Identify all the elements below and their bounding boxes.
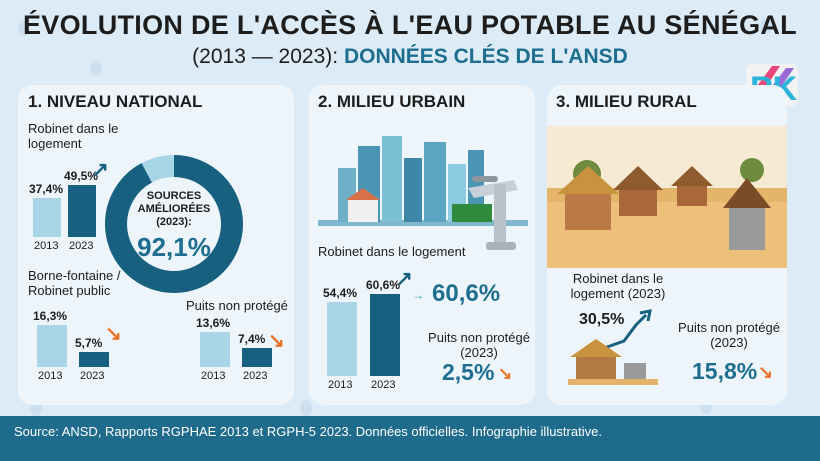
village-illustration [547,126,787,268]
donut-arc [105,155,243,293]
bar-year-label: 2023 [80,370,105,382]
rural-puits-label: Puits non protégé (2023) [678,320,780,350]
water-drop-decoration [760,18,772,34]
subtitle: (2013 — 2023): DONNÉES CLÉS DE L'ANSD [0,45,820,69]
city-illustration [318,136,528,250]
puits-label: Puits non protégé [186,298,288,313]
borne-label: Borne-fontaine / Robinet public [28,268,121,298]
main-title: ÉVOLUTION DE L'ACCÈS À L'EAU POTABLE AU … [23,10,797,40]
trend-up-arrow-icon: ↗ [396,267,413,290]
bar-year-label: 2023 [69,240,94,252]
panel-rural-title: 3. MILIEU RURAL [556,92,697,111]
bar-year-label: 2023 [243,370,268,382]
down-arrow-icon: ↘ [758,362,774,382]
donut-line2: AMÉLIORÉES [137,203,211,215]
bar-3-2023 [242,347,272,367]
bar-value-label: 5,7% [75,336,103,351]
bar-year-label: 2013 [34,240,59,252]
bar-value-label: 16,3% [33,308,68,323]
bar-4-2013 [327,302,357,376]
bar-value-label: 49,5% [64,169,99,184]
panel-urbain-title: 2. MILIEU URBAIN [318,92,466,111]
bar-value-label: 37,4% [29,181,64,196]
urbain-robinet-big: 60,6% [432,280,501,307]
rural-robinet-value: 30,5% [579,311,625,328]
donut-line1: SOURCES [146,190,202,202]
trend-down-arrow-icon: ↘ [105,322,122,345]
rural-puits-value: 15,8% [692,358,758,384]
urbain-robinet-label: Robinet dans le logement [318,244,466,259]
bar-year-label: 2013 [201,370,226,382]
bar-1-2023 [68,185,96,237]
bar-4-2023 [370,293,400,376]
rural-robinet-label: Robinet dans le logement (2023) [570,271,666,301]
subtitle-years: (2013 — 2023): [192,45,339,68]
donut-caption: SOURCES AMÉLIORÉES (2023): [124,190,224,229]
donut-chart [105,155,243,293]
panel-national-title: 1. NIVEAU NATIONAL [28,92,203,111]
rural-hut-illustration [568,309,658,385]
down-arrow-icon: ↘ [498,364,513,383]
water-drop-decoration [90,60,102,76]
robinet-label: Robinet dans le logement [28,121,119,151]
bar-value-label: 13,6% [196,315,231,330]
trend-down-arrow-icon: ↘ [268,329,285,352]
donut-line3: (2023): [156,216,192,228]
bar-3-2013 [200,331,230,367]
bar-value-label: 60,6% [366,277,401,292]
bar-2-2013 [37,324,67,367]
bar-year-label: 2023 [371,379,396,391]
donut-value: 92,1% [137,232,211,262]
footer: Source: ANSD, Rapports RGPHAE 2013 et RG… [0,416,820,461]
bar-2-2023 [79,352,109,367]
bar-year-label: 2013 [328,379,353,391]
bar-year-label: 2013 [38,370,63,382]
bar-value-label: 7,4% [238,331,266,346]
trend-up-arrow-icon: ↗ [92,159,109,182]
subtitle-source: DONNÉES CLÉS DE L'ANSD [343,45,628,68]
bar-value-label: 54,4% [323,286,358,301]
water-drop-decoration [18,20,30,36]
arrow-icon: → [412,288,424,302]
footer-source: Source: ANSD, Rapports RGPHAE 2013 et RG… [14,424,602,439]
urbain-puits-value: 2,5% [442,359,495,385]
urbain-puits-label: Puits non protégé (2023) [428,330,530,360]
water-drop-decoration [300,400,312,416]
bar-1-2013 [33,197,61,237]
